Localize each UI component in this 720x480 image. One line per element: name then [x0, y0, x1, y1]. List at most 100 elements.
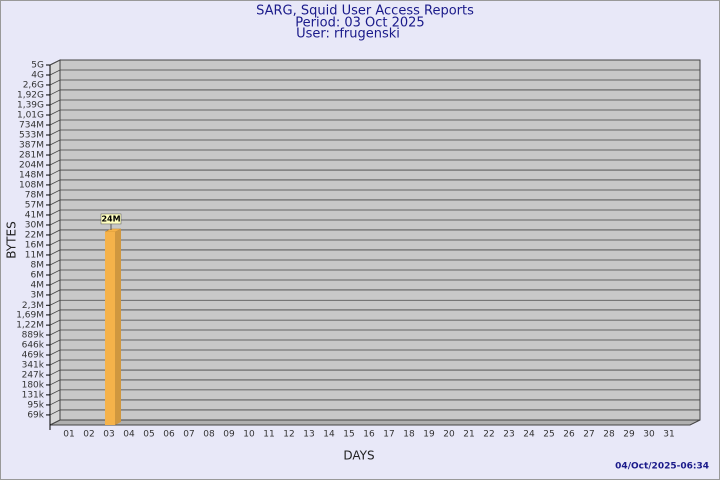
x-tick-label: 13: [303, 430, 314, 440]
chart-title: SARG, Squid User Access Reports: [256, 4, 474, 19]
grid-line: [49, 189, 700, 196]
grid-line: [49, 239, 700, 246]
x-tick-label: 01: [63, 430, 74, 440]
x-tick-label: 30: [643, 430, 655, 440]
x-tick-label: 16: [363, 430, 375, 440]
y-tick-label: 2,6G: [23, 80, 44, 90]
y-tick-label: 131k: [22, 390, 45, 400]
grid-line: [49, 309, 700, 316]
y-tick-label: 3M: [31, 290, 45, 300]
y-tick-label: 247k: [22, 371, 45, 381]
y-tick-label: 646k: [22, 340, 45, 350]
y-tick-label: 889k: [22, 331, 45, 341]
y-axis-label: BYTES: [5, 221, 19, 258]
x-tick-label: 22: [483, 430, 494, 440]
grid-line: [49, 409, 700, 416]
grid-line: [49, 109, 700, 116]
x-tick-label: 14: [323, 430, 335, 440]
grid-line: [49, 329, 700, 336]
y-tick-label: 95k: [27, 400, 44, 410]
floor: [49, 419, 701, 426]
x-tick-label: 07: [183, 430, 194, 440]
grid-line: [49, 339, 700, 346]
x-tick-label: 06: [163, 430, 175, 440]
grid-line: [49, 399, 700, 406]
grid-line: [49, 79, 700, 86]
grid-line: [49, 349, 700, 356]
grid-line: [49, 289, 700, 296]
grid-line: [49, 229, 700, 236]
grid-line: [49, 179, 700, 186]
x-tick-label: 24: [523, 430, 535, 440]
footer: 04/Oct/2025-06:34: [615, 462, 709, 472]
x-tick-label: 15: [343, 430, 354, 440]
y-tick-label: 341k: [22, 360, 45, 370]
y-tick-label: 1,69M: [16, 310, 44, 320]
bar-side: [115, 228, 121, 425]
bar: [105, 231, 115, 425]
grid-line: [49, 99, 700, 106]
grid-line: [49, 299, 700, 306]
x-tick-label: 05: [143, 430, 154, 440]
grid-line: [49, 209, 700, 216]
y-tick-label: 78M: [25, 190, 44, 200]
x-tick-label: 17: [383, 430, 394, 440]
y-tick-label: 69k: [27, 410, 44, 420]
y-tick-label: 1,39G: [17, 101, 44, 111]
x-tick-label: 21: [463, 430, 474, 440]
x-tick-label: 25: [543, 430, 554, 440]
x-tick-label: 18: [403, 430, 415, 440]
grid-line: [49, 389, 700, 396]
y-tick-label: 22M: [25, 230, 44, 240]
y-tick-label: 1,22M: [16, 321, 44, 331]
x-tick-label: 03: [103, 430, 114, 440]
x-tick-label: 20: [443, 430, 455, 440]
y-tick-label: 16M: [25, 241, 44, 251]
y-tick-label: 281M: [19, 151, 44, 161]
y-tick-label: 533M: [19, 131, 44, 141]
grid-line: [49, 119, 700, 126]
grid-line: [49, 269, 700, 276]
grid-line: [49, 279, 700, 286]
y-tick-label: 11M: [25, 250, 44, 260]
grid-line: [49, 249, 700, 256]
y-tick-label: 204M: [19, 161, 44, 171]
grid-line: [49, 369, 700, 376]
chart-user: User: rfrugenski: [296, 27, 400, 42]
y-tick-label: 148M: [19, 171, 44, 181]
x-tick-label: 26: [563, 430, 575, 440]
grid-line: [49, 59, 700, 66]
x-tick-label: 04: [123, 430, 135, 440]
y-tick-label: 30M: [25, 220, 44, 230]
grid-line: [49, 359, 700, 366]
y-tick-label: 1,92G: [17, 90, 44, 100]
chart-subtitle: Period: 03 Oct 2025: [295, 16, 424, 31]
x-tick-label: 12: [283, 430, 294, 440]
grid-line: [49, 259, 700, 266]
grid-line: [49, 319, 700, 326]
y-tick-label: 6M: [31, 270, 45, 280]
grid-line: [49, 159, 700, 166]
grid-line: [49, 149, 700, 156]
x-tick-label: 23: [503, 430, 514, 440]
y-tick-label: 5G: [31, 61, 44, 71]
grid-line: [49, 379, 700, 386]
y-tick-label: 469k: [22, 351, 45, 361]
grid-line: [49, 139, 700, 146]
y-tick-label: 4G: [31, 71, 44, 81]
x-tick-label: 11: [263, 430, 274, 440]
x-tick-label: 29: [623, 430, 635, 440]
y-tick-label: 180k: [22, 380, 45, 390]
grid-line: [49, 89, 700, 96]
y-tick-label: 108M: [19, 180, 44, 190]
x-tick-label: 31: [663, 430, 674, 440]
y-tick-label: 4M: [31, 280, 45, 290]
x-tick-label: 19: [423, 430, 435, 440]
grid-line: [49, 69, 700, 76]
x-tick-label: 02: [83, 430, 94, 440]
x-tick-label: 28: [603, 430, 615, 440]
y-tick-label: 41M: [25, 210, 44, 220]
x-tick-label: 10: [243, 430, 255, 440]
